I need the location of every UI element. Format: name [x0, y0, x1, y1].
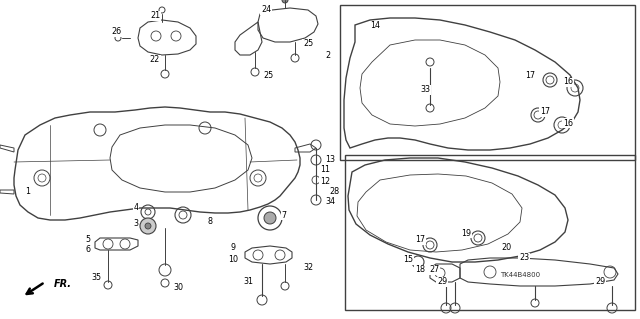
Text: 30: 30: [173, 284, 183, 293]
Text: 34: 34: [325, 197, 335, 206]
Text: 32: 32: [303, 263, 313, 272]
Text: 29: 29: [595, 278, 605, 286]
Text: 10: 10: [228, 255, 238, 263]
Text: 17: 17: [415, 235, 425, 244]
Text: 20: 20: [501, 243, 511, 253]
Text: 27: 27: [429, 265, 439, 275]
Circle shape: [282, 0, 288, 3]
Text: 21: 21: [150, 11, 160, 20]
Text: 33: 33: [420, 85, 430, 94]
Bar: [345, 155, 635, 310]
Text: 25: 25: [263, 71, 273, 80]
Text: 25: 25: [303, 40, 313, 48]
Text: 31: 31: [243, 278, 253, 286]
Text: 8: 8: [207, 218, 212, 226]
Text: 22: 22: [150, 56, 160, 64]
Text: 5: 5: [85, 235, 91, 244]
Text: 7: 7: [282, 211, 287, 219]
Text: TK44B4800: TK44B4800: [500, 272, 540, 278]
Text: 35: 35: [91, 273, 101, 283]
Text: 3: 3: [134, 219, 138, 227]
Text: 4: 4: [134, 204, 138, 212]
Text: 16: 16: [563, 118, 573, 128]
Text: 13: 13: [325, 155, 335, 165]
Text: 26: 26: [111, 27, 121, 36]
Text: 9: 9: [230, 243, 236, 253]
Circle shape: [140, 218, 156, 234]
Text: 17: 17: [540, 108, 550, 116]
Text: 12: 12: [320, 176, 330, 186]
Text: 24: 24: [261, 5, 271, 14]
Bar: [340, 5, 635, 160]
Text: 28: 28: [329, 188, 339, 197]
Text: 6: 6: [86, 246, 90, 255]
Text: 1: 1: [26, 188, 31, 197]
Text: 16: 16: [563, 78, 573, 86]
Text: 11: 11: [320, 166, 330, 174]
Text: 15: 15: [403, 256, 413, 264]
Text: 19: 19: [461, 228, 471, 238]
Text: 14: 14: [370, 21, 380, 31]
Text: 23: 23: [519, 254, 529, 263]
Circle shape: [145, 223, 151, 229]
Text: 2: 2: [325, 51, 331, 61]
Text: 17: 17: [525, 70, 535, 79]
Text: 29: 29: [437, 278, 447, 286]
Text: FR.: FR.: [54, 279, 72, 289]
Circle shape: [264, 212, 276, 224]
Text: 18: 18: [415, 265, 425, 275]
